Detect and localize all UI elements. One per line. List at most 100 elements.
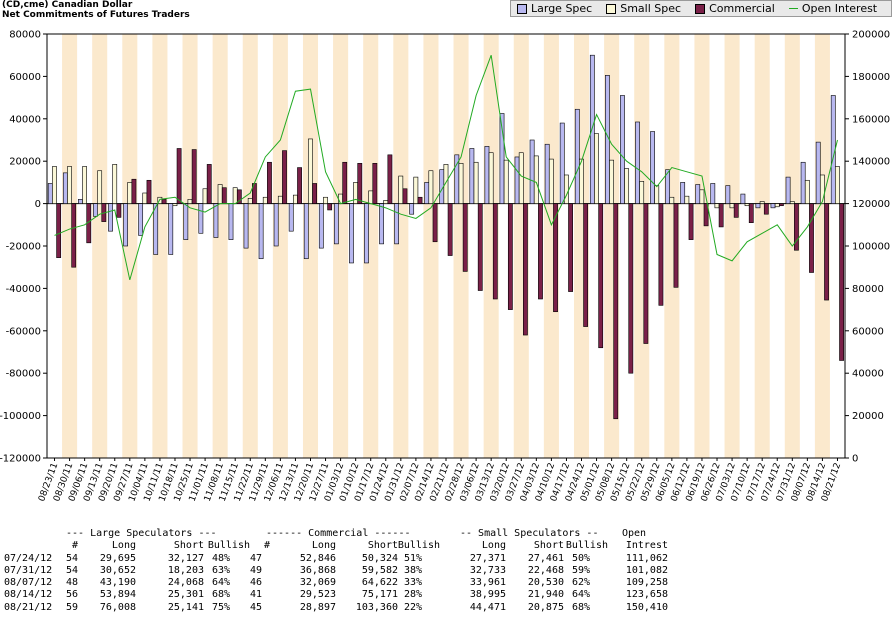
table-cell: 38,995 [469,589,506,601]
small-spec-bar [383,200,389,204]
table-cell: 59,582 [361,564,398,576]
table-cell: 38% [403,564,422,576]
commercial-bar [673,203,679,288]
band-stripe [754,34,770,458]
commercial-bar [824,203,829,301]
large-spec-bar [710,183,716,204]
large-spec-bar [108,203,113,232]
large-spec-bar [364,203,369,264]
commercial-bar [161,199,167,204]
commercial-bar [553,203,558,313]
left-axis-tick-label: -100000 [0,411,41,422]
small-spec-bar [443,164,449,204]
small-spec-bar [398,175,404,204]
commercial-bar [703,203,709,227]
commercial-bar [613,203,619,420]
table-cell: 63% [211,564,230,576]
large-spec-bar [243,203,249,249]
small-spec-bar [172,203,178,207]
column-header: Bullish [207,540,250,552]
table-cell: 45 [249,601,262,613]
large-spec-bar [785,176,791,204]
band-stripe [122,34,138,458]
right-axis-tick-label: 160000 [852,114,890,125]
table-cell: 111,062 [625,552,668,564]
table-cell: 28% [403,589,422,601]
large-spec-bar [168,203,174,255]
right-axis-tick-label: 80000 [852,284,884,295]
small-spec-bar [353,182,358,204]
commercial-bar [116,203,122,218]
commercial-bar [402,188,408,204]
small-spec-bar [654,185,660,204]
commercial-bar [583,203,589,327]
band-stripe [242,34,258,458]
chart: -120000 -100000 -80000 -60000 -40000 -20000 0 2… [0,30,890,504]
table-cell: 59 [65,601,78,613]
legend-line-open-interest [788,8,798,9]
large-spec-bar [349,203,354,264]
table-row-date: 08/14/12 [4,589,53,601]
commercial-bar [643,203,649,344]
table-cell: 51% [403,552,422,564]
commercial-bar [176,148,182,204]
table-cell: 32,127 [167,552,204,564]
large-spec-bar [93,203,98,217]
right-axis-tick-label: 140000 [852,157,890,168]
column-header: # [263,540,270,552]
commercial-bar [477,203,483,291]
table-cell: 33,961 [469,577,506,589]
small-spec-bar [503,159,509,204]
small-spec-bar [714,203,720,209]
large-spec-bar [409,203,415,215]
right-axis-tick-label: 180000 [852,72,890,83]
large-spec-bar [725,185,731,204]
small-spec-bar [744,203,750,207]
commercial-bar [748,203,754,223]
column-header: Bullish [397,540,440,552]
commercial-bar [809,203,814,273]
commercial-bar [131,178,137,204]
table-cell: 48% [211,552,230,564]
small-spec-bar [579,158,584,204]
open-interest-line [54,55,838,281]
large-spec-bar [469,148,475,204]
table-cell: 22,468 [527,564,564,576]
band-stripe [694,34,710,458]
table-cell: 46 [249,577,262,589]
large-spec-bar [514,156,520,204]
small-spec-bar [518,152,524,204]
large-spec-bar [620,95,625,204]
chart-title: (CD,cme) Canadian Dollar [2,0,133,10]
large-spec-bar [635,121,640,204]
large-spec-bar [800,161,806,204]
left-axis-tick-label: -60000 [6,326,41,337]
right-axis-tick-label: 200000 [852,30,890,41]
band-stripe [272,34,288,458]
table-cell: 68% [571,601,590,613]
left-axis-tick-label: 0 [35,199,41,210]
large-spec-bar [379,203,384,245]
table-cell: 75% [211,601,230,613]
small-spec-bar [774,203,780,208]
commercial-bar [236,189,242,204]
table-cell: 150,410 [625,601,668,613]
large-spec-bar [815,141,821,204]
small-spec-bar [323,196,328,204]
small-spec-bar [232,187,238,204]
commercial-bar [658,203,664,306]
table-cell: 25,301 [167,589,204,601]
small-spec-bar [202,188,208,204]
band-stripe [182,34,198,458]
large-spec-bar [650,131,655,204]
commercial-bar [538,203,543,300]
large-spec-bar [78,199,83,204]
left-axis-tick-label: 80000 [9,30,41,41]
left-axis-tick-label: -20000 [6,242,41,253]
left-axis-tick-label: -80000 [6,369,41,380]
table-cell: 33% [403,577,422,589]
commercial-bar [688,203,694,240]
large-spec-bar [153,203,159,255]
band-stripe [513,34,529,458]
large-spec-bar [273,203,279,247]
